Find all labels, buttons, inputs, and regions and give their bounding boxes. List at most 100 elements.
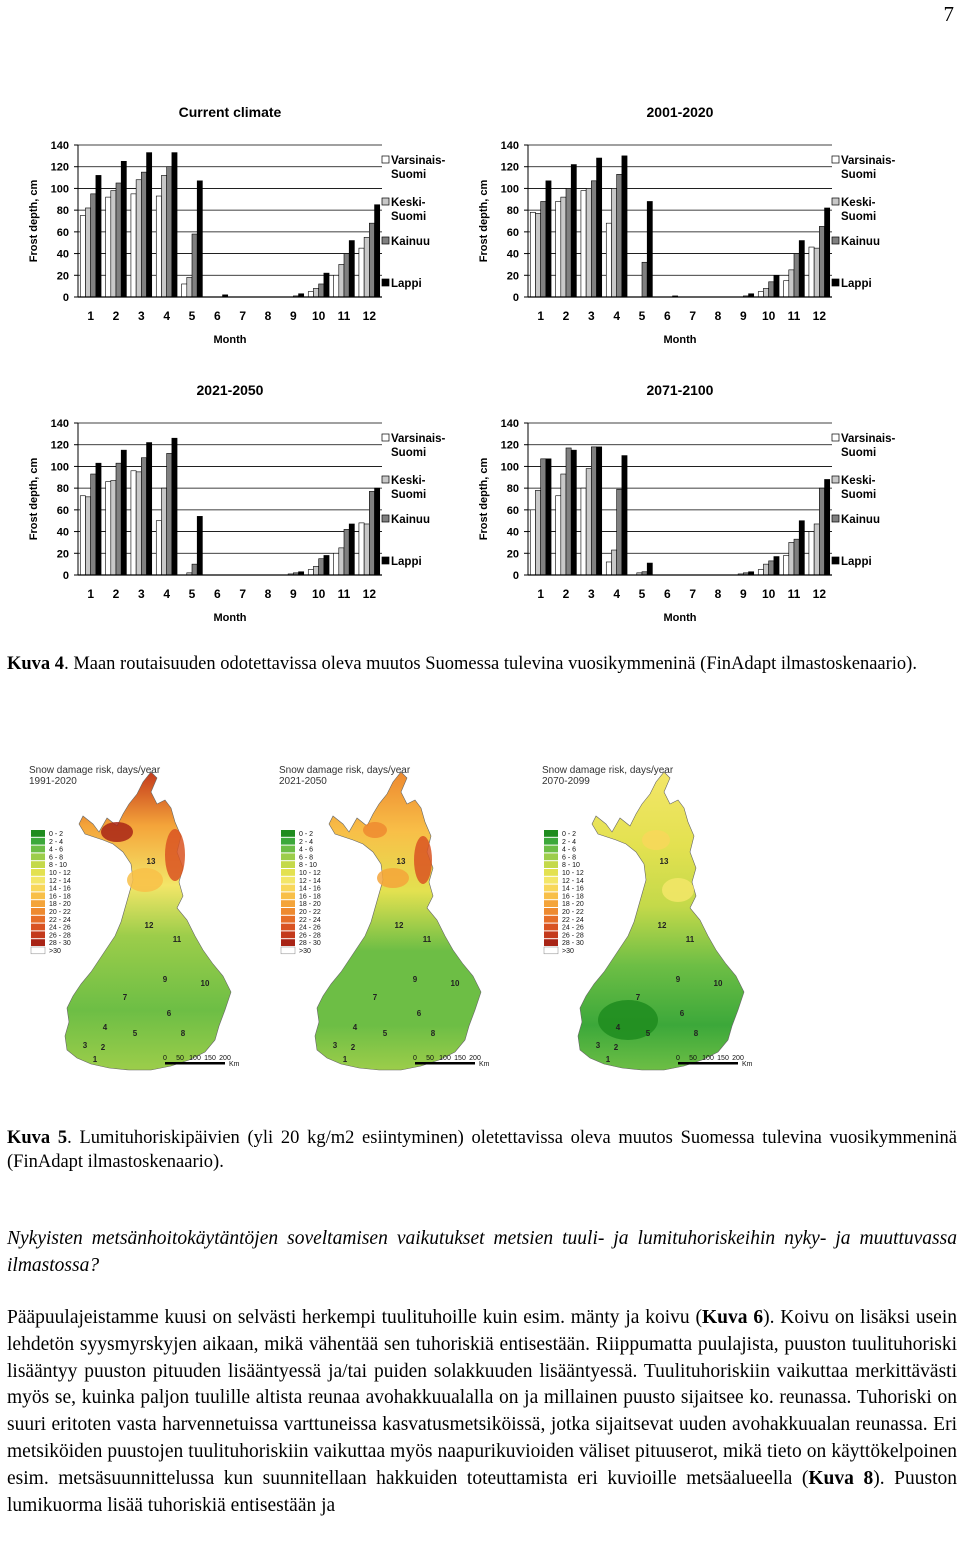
frost-chart-current: Current climate 0 20 40 60 80 100 120 140 Frost d… [28, 104, 446, 346]
bar [580, 487, 587, 576]
bar [171, 152, 178, 298]
map-legend-label: 0 - 2 [49, 831, 63, 838]
bar [110, 190, 117, 298]
map-legend-swatch [31, 892, 45, 900]
map-legend-swatch [544, 876, 558, 884]
bar [596, 446, 603, 576]
bar [318, 283, 325, 298]
map-legend-swatch [544, 884, 558, 892]
legend-swatch [381, 155, 390, 164]
legend-swatch [381, 514, 390, 523]
bar [120, 160, 127, 298]
map-legend-label: 10 - 12 [49, 870, 71, 877]
map-title: Snow damage risk, days/year [279, 765, 411, 776]
y-tick-label: 0 [513, 570, 519, 582]
x-tick-label: 9 [740, 309, 747, 323]
x-tick-label: 3 [588, 309, 595, 323]
y-axis-label: Frost depth, cm [478, 180, 490, 263]
figure-caption-5: Kuva 5. Lumituhoriskipäivien (yli 20 kg/… [7, 1126, 957, 1174]
legend-swatch [381, 236, 390, 245]
map-legend-label: 20 - 22 [299, 909, 321, 916]
snow-risk-map-2021-2050: Snow damage risk, days/year 2021-2050 0 - … [275, 760, 505, 1085]
y-tick-label: 0 [513, 292, 519, 304]
bar [110, 480, 117, 576]
risk-zone [101, 822, 133, 842]
map-legend-swatch [544, 869, 558, 876]
bar [560, 473, 567, 576]
bar [105, 481, 112, 576]
map-legend-swatch [544, 830, 558, 837]
page-number: 7 [943, 2, 955, 26]
bar [611, 549, 617, 576]
scale-tick-label: 50 [689, 1055, 697, 1062]
map-legend-swatch [31, 915, 45, 923]
bar [348, 523, 355, 576]
bar [358, 522, 365, 576]
y-tick-label: 60 [507, 505, 519, 517]
map-legend-label: 26 - 28 [562, 932, 584, 939]
legend-swatch [381, 556, 390, 565]
x-axis-label: Month [214, 334, 247, 346]
legend-label: Suomi [841, 447, 876, 459]
bar [529, 212, 536, 298]
bar [545, 180, 552, 298]
map-legend-label: 10 - 12 [299, 870, 321, 877]
region-number: 9 [413, 975, 418, 984]
legend-label: Suomi [841, 489, 876, 501]
map-legend-label: 20 - 22 [49, 909, 71, 916]
scale-tick-label: 200 [732, 1055, 744, 1062]
legend-label: Kainuu [841, 514, 880, 526]
caption-text: . Maan routaisuuden odotettavissa oleva … [64, 654, 917, 674]
map-legend-swatch [31, 876, 45, 884]
legend-swatch [831, 197, 840, 206]
region-number: 7 [373, 993, 378, 1002]
map-legend-label: 16 - 18 [562, 893, 584, 900]
y-tick-label: 60 [57, 505, 69, 517]
x-tick-label: 10 [312, 309, 326, 323]
legend-label: Kainuu [391, 514, 430, 526]
map-legend-swatch [31, 931, 45, 939]
x-axis-label: Month [664, 334, 697, 346]
map-legend-label: 8 - 10 [49, 862, 67, 869]
bar [166, 166, 173, 298]
map-legend-swatch [31, 900, 45, 907]
map-legend-label: 8 - 10 [299, 862, 317, 869]
y-tick-label: 80 [57, 205, 69, 217]
scale-tick-label: 100 [189, 1055, 201, 1062]
map-legend-swatch [31, 861, 45, 868]
x-tick-label: 9 [290, 587, 297, 601]
map-legend-label: 28 - 30 [299, 940, 321, 947]
map-legend-label: 6 - 8 [49, 854, 63, 861]
legend-label: Lappi [841, 278, 872, 290]
region-number: 5 [383, 1029, 388, 1038]
y-tick-label: 120 [501, 440, 519, 452]
map-legend-swatch [544, 931, 558, 939]
bar [313, 566, 319, 576]
y-tick-label: 0 [63, 570, 69, 582]
region-number: 1 [606, 1055, 611, 1064]
bar [813, 247, 820, 298]
region-number: 9 [163, 975, 168, 984]
bar [793, 253, 800, 298]
map-legend-label: 4 - 6 [299, 847, 313, 854]
bar [95, 462, 102, 576]
bar [191, 233, 198, 298]
region-number: 4 [616, 1023, 621, 1032]
bar [596, 157, 603, 298]
region-number: 3 [83, 1041, 88, 1050]
y-axis-label: Frost depth, cm [28, 180, 40, 263]
bar [135, 471, 142, 576]
map-legend-label: 24 - 26 [562, 925, 584, 932]
map-legend-label: 2 - 4 [299, 839, 313, 846]
region-number: 6 [417, 1009, 422, 1018]
risk-zone [598, 1000, 658, 1040]
y-tick-label: 60 [57, 227, 69, 239]
map-legend-swatch [281, 869, 295, 876]
bar [783, 555, 790, 576]
legend-swatch [831, 236, 840, 245]
bar [616, 174, 623, 298]
x-tick-label: 1 [87, 587, 94, 601]
map-legend-label: 16 - 18 [299, 893, 321, 900]
